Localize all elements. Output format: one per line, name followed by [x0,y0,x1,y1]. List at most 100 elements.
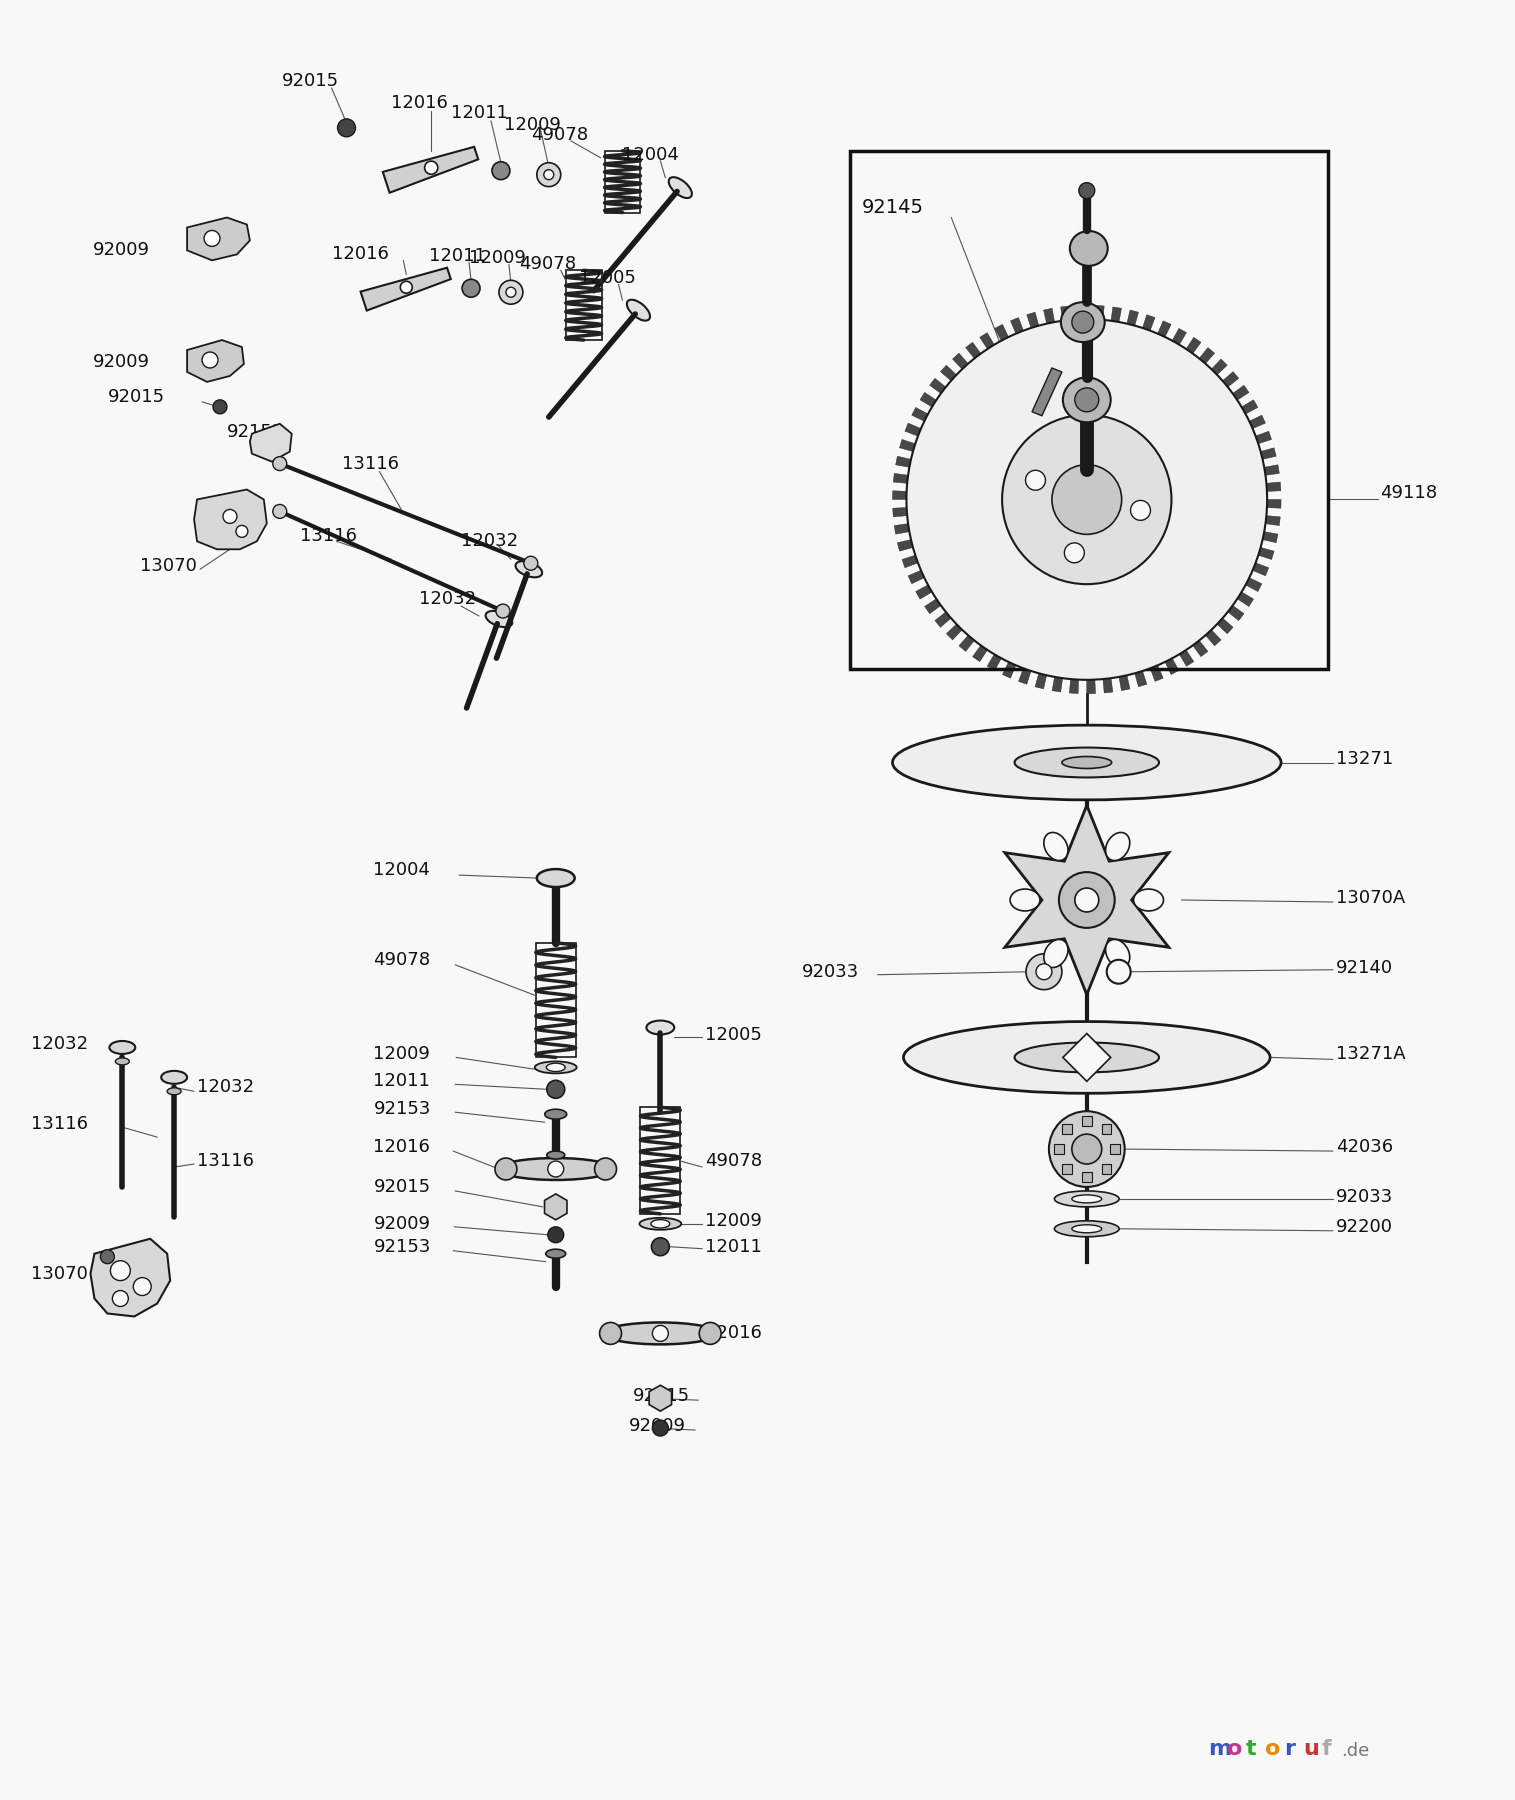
Polygon shape [1267,482,1280,491]
Text: 13070A: 13070A [1336,889,1404,907]
Text: 92015: 92015 [632,1388,689,1406]
Ellipse shape [1064,378,1110,423]
Polygon shape [920,392,936,407]
Polygon shape [1217,617,1233,634]
Text: 13070: 13070 [141,558,197,576]
Text: 92015: 92015 [282,72,339,90]
Polygon shape [1233,385,1248,400]
Bar [1101,1165,1112,1174]
Ellipse shape [1044,940,1068,968]
Polygon shape [1267,499,1282,508]
Circle shape [273,504,286,518]
Ellipse shape [668,176,692,198]
Polygon shape [915,585,932,599]
Polygon shape [1238,592,1253,607]
Polygon shape [904,423,921,436]
Text: 92153: 92153 [227,423,285,441]
Text: 12032: 12032 [420,590,476,608]
Ellipse shape [161,1071,186,1084]
Polygon shape [383,148,479,193]
Ellipse shape [603,1323,718,1345]
Ellipse shape [1062,756,1112,769]
Ellipse shape [1060,302,1104,342]
Circle shape [112,1291,129,1307]
Text: 49078: 49078 [373,950,430,968]
Polygon shape [1253,563,1268,576]
Ellipse shape [639,1219,682,1229]
Ellipse shape [1015,747,1159,778]
Ellipse shape [536,869,574,887]
Polygon shape [941,365,956,382]
Circle shape [653,1420,668,1436]
Ellipse shape [515,562,542,578]
Polygon shape [900,439,915,452]
Polygon shape [894,473,907,484]
Ellipse shape [1015,1042,1159,1073]
Polygon shape [1003,662,1017,679]
Bar [1054,1145,1064,1154]
Ellipse shape [1106,940,1130,968]
Text: 92145: 92145 [862,198,924,218]
Polygon shape [1032,367,1062,416]
Polygon shape [1265,515,1280,526]
Circle shape [1051,464,1121,535]
Text: 12032: 12032 [30,1035,88,1053]
Polygon shape [953,353,968,369]
Bar [1062,1125,1073,1134]
Text: 13116: 13116 [341,455,398,473]
Polygon shape [1070,679,1079,693]
Text: 13116: 13116 [197,1152,255,1170]
Ellipse shape [627,301,650,320]
Text: 13271: 13271 [1336,749,1394,767]
Circle shape [400,281,412,293]
Bar [1082,1116,1092,1127]
Text: 92009: 92009 [373,1215,430,1233]
Circle shape [424,162,438,175]
Text: 12011: 12011 [704,1238,762,1256]
Text: o: o [1227,1739,1242,1759]
Ellipse shape [1071,1195,1101,1202]
Bar [565,270,601,340]
Text: 42036: 42036 [1336,1138,1392,1156]
Circle shape [653,1325,668,1341]
Polygon shape [892,508,907,517]
Ellipse shape [109,1040,135,1055]
Ellipse shape [647,1021,674,1035]
Polygon shape [1051,677,1062,691]
Polygon shape [648,1386,671,1411]
Circle shape [1048,1111,1124,1186]
Ellipse shape [903,1022,1270,1093]
Polygon shape [1262,531,1279,544]
Polygon shape [250,423,292,461]
Text: 13271A: 13271A [1336,1046,1406,1064]
Text: 12005: 12005 [579,270,635,288]
Circle shape [548,1161,564,1177]
Text: 12009: 12009 [704,1211,762,1229]
Circle shape [462,279,480,297]
Circle shape [1071,311,1094,333]
Polygon shape [1027,311,1039,328]
Text: f: f [1323,1739,1332,1759]
Polygon shape [947,625,962,641]
Ellipse shape [1070,230,1107,266]
Circle shape [1001,414,1171,585]
Polygon shape [1018,668,1032,684]
Circle shape [651,1238,670,1256]
Circle shape [495,605,511,617]
Polygon shape [544,1193,567,1220]
Polygon shape [1223,371,1239,387]
Polygon shape [1227,605,1244,621]
Circle shape [524,556,538,571]
Polygon shape [1245,578,1262,592]
Ellipse shape [1054,1220,1120,1237]
Text: 12016: 12016 [332,245,388,263]
Ellipse shape [545,1109,567,1120]
Text: 12009: 12009 [373,1046,430,1064]
Text: 92015: 92015 [108,387,165,405]
Circle shape [1074,387,1098,412]
Polygon shape [1206,630,1221,646]
Circle shape [548,1228,564,1242]
Circle shape [100,1249,114,1264]
Bar [604,151,641,212]
Circle shape [1130,500,1150,520]
